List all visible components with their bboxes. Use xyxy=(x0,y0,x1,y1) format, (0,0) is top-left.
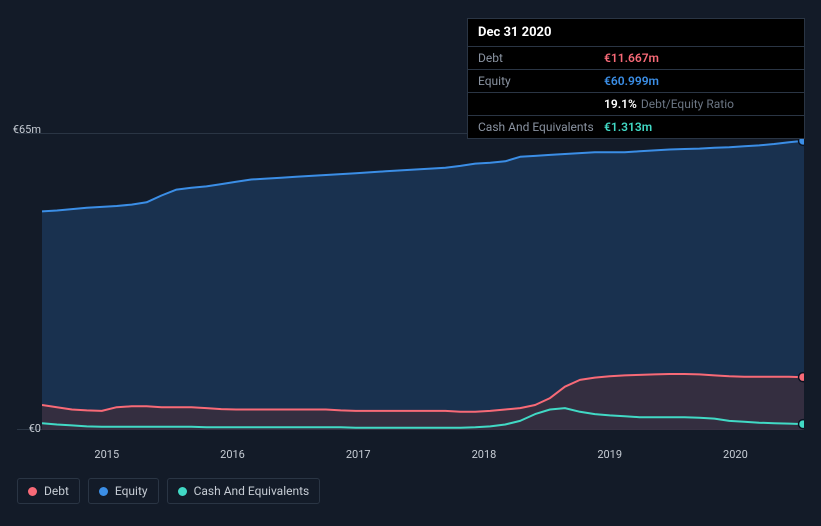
tooltip-row-label: Debt xyxy=(478,51,604,65)
legend: Debt Equity Cash And Equivalents xyxy=(17,478,320,504)
legend-dot-icon xyxy=(178,487,187,496)
legend-item[interactable]: Cash And Equivalents xyxy=(167,478,321,504)
tooltip-row: Equity€60.999m xyxy=(468,70,804,93)
tooltip-row-value: €11.667m xyxy=(604,51,659,65)
xaxis: 2015 2016 2017 2018 2019 2020 xyxy=(42,448,804,468)
legend-item[interactable]: Debt xyxy=(17,478,80,504)
legend-item-label: Equity xyxy=(115,484,148,498)
xaxis-tick: 2016 xyxy=(220,448,245,461)
legend-dot-icon xyxy=(99,487,108,496)
chart-area[interactable] xyxy=(42,134,804,440)
tooltip-row: Cash And Equivalents€1.313m xyxy=(468,116,804,138)
tooltip-row-value: 19.1% xyxy=(604,97,637,111)
tooltip-row: Debt€11.667m xyxy=(468,47,804,70)
chart-svg xyxy=(42,134,804,440)
xaxis-tick: 2018 xyxy=(472,448,497,461)
legend-item-label: Debt xyxy=(44,484,69,498)
tooltip-date: Dec 31 2020 xyxy=(468,19,804,47)
xaxis-tick: 2015 xyxy=(94,448,119,461)
legend-dot-icon xyxy=(28,487,37,496)
yaxis-label-65m: €65m xyxy=(0,123,41,136)
xaxis-tick: 2019 xyxy=(597,448,622,461)
legend-item-label: Cash And Equivalents xyxy=(194,484,310,498)
yaxis-label-0: €0 xyxy=(0,422,41,435)
tooltip-row: 19.1% Debt/Equity Ratio xyxy=(468,93,804,116)
tooltip-row-suffix: Debt/Equity Ratio xyxy=(641,97,734,111)
tooltip-row-value: €1.313m xyxy=(604,120,652,134)
tooltip-panel: Dec 31 2020 Debt€11.667mEquity€60.999m19… xyxy=(467,18,805,139)
xaxis-tick: 2020 xyxy=(723,448,748,461)
tooltip-row-value: €60.999m xyxy=(604,74,659,88)
xaxis-tick: 2017 xyxy=(346,448,371,461)
tooltip-row-label: Cash And Equivalents xyxy=(478,120,604,134)
tooltip-row-label: Equity xyxy=(478,74,604,88)
tooltip-row-label xyxy=(478,97,604,111)
legend-item[interactable]: Equity xyxy=(88,478,159,504)
